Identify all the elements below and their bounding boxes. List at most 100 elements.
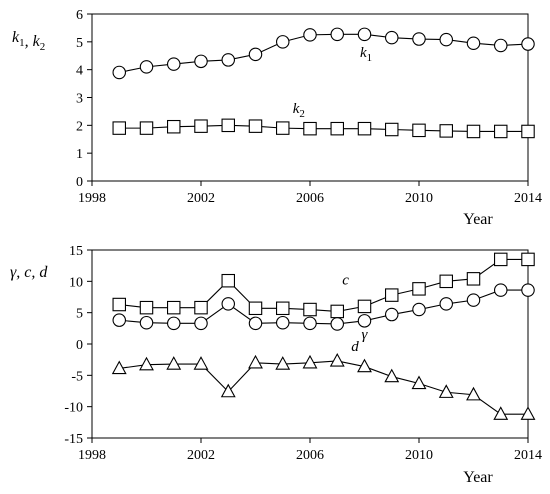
data-point-k2	[466, 124, 481, 139]
data-point-γ	[275, 315, 290, 330]
data-point-k1	[466, 36, 481, 50]
series-label-c-part-0: c	[342, 272, 349, 288]
series-line-c	[119, 258, 528, 312]
series-label-c: c	[342, 272, 349, 288]
y-tick-label: 15	[69, 244, 83, 259]
data-point-d	[111, 360, 127, 375]
data-point-d	[357, 358, 372, 373]
data-point-d	[220, 383, 236, 398]
data-point-γ	[357, 314, 372, 328]
plot-area-frame	[91, 249, 529, 439]
x-tick-label: 2010	[405, 191, 433, 206]
data-point-k1	[194, 54, 208, 69]
data-point-d	[302, 354, 318, 369]
data-point-d	[166, 356, 182, 370]
y-tick-label: 2	[76, 119, 83, 134]
data-point-k1	[439, 32, 453, 47]
data-point-k2	[221, 118, 236, 133]
data-point-c	[357, 299, 372, 314]
x-tick-label: 2006	[296, 448, 324, 463]
data-point-k1	[139, 60, 154, 74]
series-label-k2-part-0: k	[293, 101, 300, 117]
data-point-k1	[112, 65, 127, 80]
series-label-γ: γ	[362, 327, 369, 343]
series-label-d-part-0: d	[351, 339, 359, 355]
data-point-d	[139, 356, 154, 371]
data-point-γ	[493, 283, 508, 297]
x-axis-label: Year	[463, 469, 493, 486]
data-point-k1	[521, 37, 535, 51]
data-point-k2	[112, 121, 127, 135]
data-point-γ	[412, 302, 426, 317]
data-point-d	[193, 356, 209, 370]
series-γ: γ	[112, 283, 535, 343]
data-point-γ	[248, 316, 263, 331]
data-point-k1	[384, 30, 399, 45]
data-point-γ	[330, 317, 344, 331]
y-axis-label-part-0: k	[12, 29, 20, 46]
x-tick-label: 1998	[78, 448, 106, 463]
data-point-c	[221, 273, 236, 288]
data-point-d	[411, 375, 427, 390]
series-c: c	[112, 252, 535, 319]
data-point-γ	[221, 297, 236, 311]
data-point-d	[384, 368, 400, 383]
chart-panel-2: -15 -10 -5 0 5 10 15 1998 2002 2006 2010 2014 γ, c, …	[10, 244, 542, 486]
data-point-c	[303, 302, 317, 317]
data-point-γ	[303, 316, 317, 331]
data-point-k1	[275, 35, 290, 49]
data-point-c	[330, 304, 344, 319]
data-point-γ	[384, 307, 399, 322]
data-point-k2	[493, 124, 508, 139]
x-tick-label: 2014	[514, 191, 542, 206]
series-label-k1: k1	[360, 45, 372, 64]
data-point-d	[275, 356, 291, 370]
data-point-d	[466, 386, 481, 401]
data-point-k2	[167, 119, 181, 134]
series-line-k2	[119, 124, 528, 133]
data-point-k2	[194, 119, 208, 133]
series-line-d	[119, 360, 528, 415]
data-point-k2	[248, 119, 263, 133]
data-point-k2	[439, 124, 453, 138]
data-point-c	[112, 297, 127, 312]
data-point-k2	[330, 121, 344, 136]
data-point-d	[438, 384, 454, 398]
data-point-c	[412, 282, 426, 296]
data-point-k2	[275, 121, 290, 135]
data-point-k1	[303, 28, 317, 42]
series-k2: k2	[112, 101, 535, 139]
y-tick-label: 0	[76, 175, 83, 190]
series-line-k1	[119, 33, 529, 73]
x-tick-label: 2014	[514, 448, 542, 463]
data-point-d	[329, 352, 345, 367]
data-point-c	[466, 272, 481, 286]
data-point-γ	[112, 313, 127, 327]
data-point-k1	[330, 27, 344, 42]
y-axis-label-part-1: ,	[25, 33, 33, 50]
data-point-c	[521, 252, 535, 267]
y-tick-label: 0	[76, 338, 83, 353]
data-point-k1	[167, 57, 181, 71]
series-label-γ-part-0: γ	[362, 327, 369, 343]
series-label-d: d	[351, 339, 359, 355]
data-point-c	[439, 274, 453, 289]
y-tick-label: -15	[64, 432, 83, 447]
y-tick-label: 6	[76, 8, 83, 23]
data-point-k2	[521, 124, 535, 139]
series-label-k1-part-0: k	[360, 45, 367, 61]
y-axis-label-sub-2: 2	[40, 41, 46, 53]
data-point-c	[194, 300, 208, 315]
series-d: d	[111, 339, 536, 420]
y-axis-label-sub-0: 1	[19, 37, 25, 49]
x-tick-label: 2002	[187, 448, 215, 463]
series-label-k2-sub-0: 2	[299, 108, 305, 120]
y-tick-label: 5	[76, 36, 83, 51]
data-point-γ	[521, 283, 535, 297]
y-tick-label: -5	[71, 369, 83, 384]
y-tick-label: 5	[76, 307, 83, 322]
data-point-c	[167, 300, 181, 315]
data-point-k2	[357, 121, 372, 136]
data-point-c	[275, 301, 290, 316]
